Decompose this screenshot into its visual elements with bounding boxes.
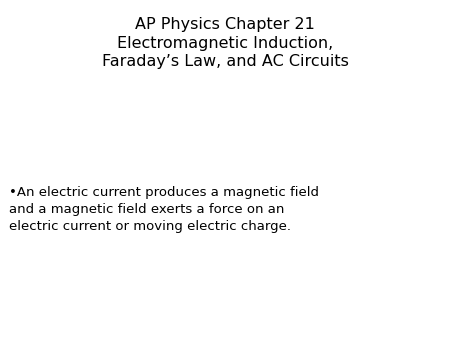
Text: •An electric current produces a magnetic field
and a magnetic field exerts a for: •An electric current produces a magnetic… (9, 186, 319, 233)
Text: AP Physics Chapter 21
Electromagnetic Induction,
Faraday’s Law, and AC Circuits: AP Physics Chapter 21 Electromagnetic In… (102, 17, 348, 69)
